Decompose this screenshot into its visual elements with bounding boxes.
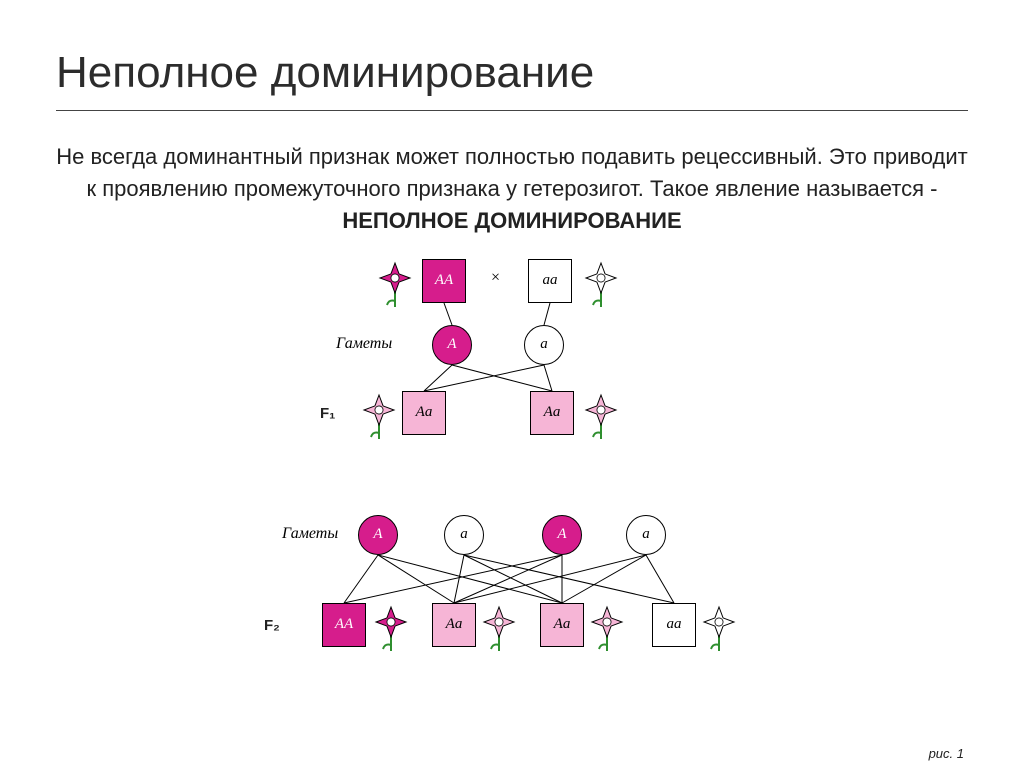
genotype-square: Aa (432, 603, 476, 647)
genotype-square: AA (322, 603, 366, 647)
gamete-circle: a (626, 515, 666, 555)
gamete-circle: A (542, 515, 582, 555)
genotype-square: aa (528, 259, 572, 303)
slide: Неполное доминирование Не всегда доминан… (0, 0, 1024, 767)
gamete-circle: a (524, 325, 564, 365)
description-paragraph: Не всегда доминантный признак может полн… (56, 141, 968, 237)
title-rule (56, 110, 968, 111)
gamete-circle: A (358, 515, 398, 555)
genotype-square: AA (422, 259, 466, 303)
paragraph-bold-term: НЕПОЛНОЕ ДОМИНИРОВАНИЕ (342, 208, 681, 233)
genotype-square: Aa (402, 391, 446, 435)
flower-icon (702, 605, 736, 653)
flower-icon (584, 261, 618, 309)
flower-icon (482, 605, 516, 653)
gamete-circle: A (432, 325, 472, 365)
paragraph-text: Не всегда доминантный признак может полн… (56, 144, 968, 201)
flower-icon (378, 261, 412, 309)
gametes-label: Гаметы (282, 525, 338, 543)
flower-icon (374, 605, 408, 653)
generation-label-f2: F₂ (264, 617, 280, 634)
genotype-square: Aa (530, 391, 574, 435)
gametes-label: Гаметы (336, 335, 392, 353)
flower-icon (584, 393, 618, 441)
cross-sign: × (490, 269, 501, 287)
figure-caption: рис. 1 (929, 746, 964, 761)
gamete-circle: a (444, 515, 484, 555)
flower-icon (362, 393, 396, 441)
generation-label-f1: F₁ (320, 405, 335, 422)
inheritance-diagram: AA×aaГаметыAaF₁AaAaГаметыAaAaF₂AAAaAaaa (132, 259, 892, 699)
flower-icon (590, 605, 624, 653)
genotype-square: aa (652, 603, 696, 647)
slide-title: Неполное доминирование (56, 48, 968, 98)
genotype-square: Aa (540, 603, 584, 647)
